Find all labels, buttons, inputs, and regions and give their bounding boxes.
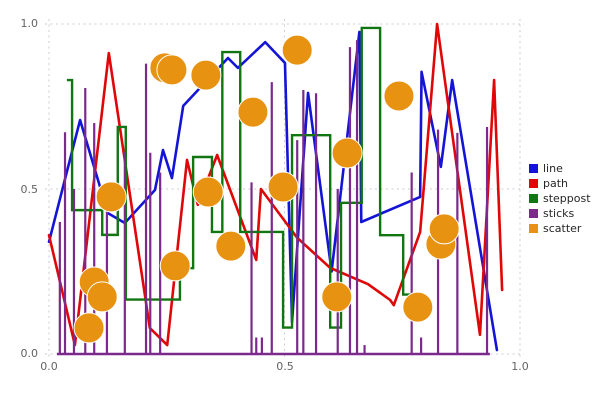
x-tick-label-0: 0.0 bbox=[40, 360, 58, 373]
legend-label: steppost bbox=[543, 192, 591, 205]
series-sticks bbox=[57, 40, 490, 356]
legend-item-path: path bbox=[529, 176, 591, 191]
line-series-swatch-icon bbox=[529, 164, 538, 173]
legend-label: line bbox=[543, 162, 563, 175]
legend-label: scatter bbox=[543, 222, 582, 235]
series-scatter bbox=[73, 34, 460, 344]
x-tick-label-1: 0.5 bbox=[276, 360, 294, 373]
legend-label: path bbox=[543, 177, 569, 190]
legend-item-scatter: scatter bbox=[529, 221, 591, 236]
y-tick-label-2: 1.0 bbox=[20, 17, 39, 30]
x-tick-label-2: 1.0 bbox=[511, 360, 529, 373]
steppost-series-swatch-icon bbox=[529, 194, 538, 203]
path-series-swatch-icon bbox=[529, 179, 538, 188]
legend: line path steppost sticks scatter bbox=[529, 161, 591, 236]
legend-item-steppost: steppost bbox=[529, 191, 591, 206]
scatter-series-swatch-icon bbox=[529, 224, 538, 233]
sticks-series-swatch-icon bbox=[529, 209, 538, 218]
series-path bbox=[47, 22, 504, 347]
legend-item-line: line bbox=[529, 161, 591, 176]
series-steppost bbox=[66, 26, 415, 329]
legend-item-sticks: sticks bbox=[529, 206, 591, 221]
y-tick-label-0: 0.0 bbox=[20, 347, 39, 360]
y-tick-label-1: 0.5 bbox=[20, 183, 39, 196]
legend-label: sticks bbox=[543, 207, 575, 220]
series-line bbox=[47, 30, 499, 352]
